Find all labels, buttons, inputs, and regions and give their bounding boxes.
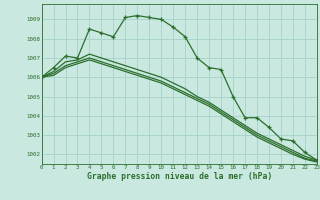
X-axis label: Graphe pression niveau de la mer (hPa): Graphe pression niveau de la mer (hPa) xyxy=(87,172,272,181)
